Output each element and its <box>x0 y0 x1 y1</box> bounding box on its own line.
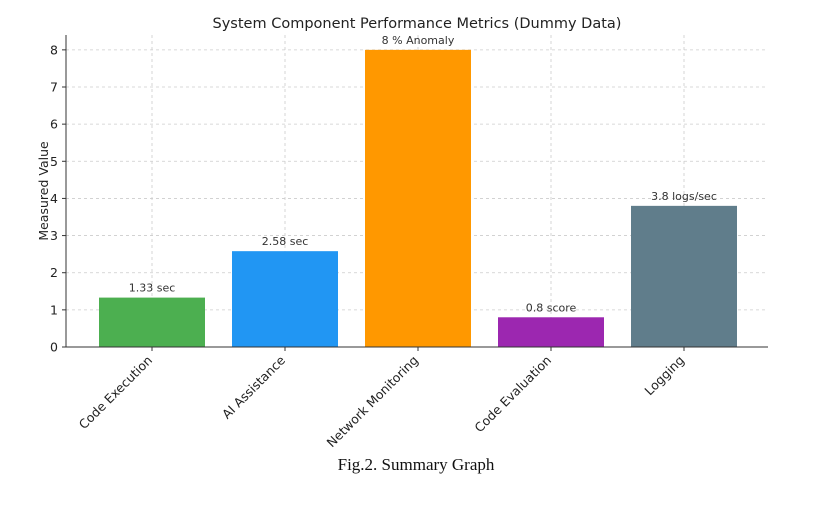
bar-data-label: 3.8 logs/sec <box>651 190 717 203</box>
bar-ai-assistance <box>232 251 338 347</box>
x-tick-label: Code Execution <box>76 353 155 432</box>
y-tick-label: 5 <box>50 154 58 169</box>
chart-title: System Component Performance Metrics (Du… <box>213 16 622 32</box>
bar-data-label: 8 % Anomaly <box>382 34 455 47</box>
bar-data-label: 2.58 sec <box>262 235 309 248</box>
y-tick-label: 8 <box>50 42 58 57</box>
x-tick-label: Logging <box>641 353 687 399</box>
y-tick-label: 4 <box>50 191 58 206</box>
x-tick-label: AI Assistance <box>219 352 288 421</box>
bar-logging <box>631 205 737 347</box>
bar-network-monitoring <box>365 49 471 347</box>
y-tick-label: 1 <box>50 302 58 317</box>
bar-data-label: 1.33 sec <box>129 282 176 295</box>
y-tick-label: 7 <box>50 80 58 95</box>
y-tick-label: 0 <box>50 340 58 355</box>
x-tick-label: Network Monitoring <box>324 353 422 450</box>
y-tick-label: 3 <box>50 228 58 243</box>
bar-code-evaluation <box>498 317 604 347</box>
bars: 1.33 sec 2.58 sec 8 % Anomaly 0.8 score 3.8 … <box>99 34 737 347</box>
y-tick-label: 2 <box>50 265 58 280</box>
y-axis-label: Measured Value <box>36 141 51 241</box>
figure-caption: Fig.2. Summary Graph <box>337 455 495 474</box>
bar-data-label: 0.8 score <box>526 301 577 314</box>
x-tick-label: Code Evaluation <box>471 353 554 436</box>
y-tick-label: 6 <box>50 117 58 132</box>
bar-code-execution <box>99 297 205 347</box>
bar-chart: 1.33 sec 2.58 sec 8 % Anomaly 0.8 score 3.8 … <box>36 16 768 450</box>
